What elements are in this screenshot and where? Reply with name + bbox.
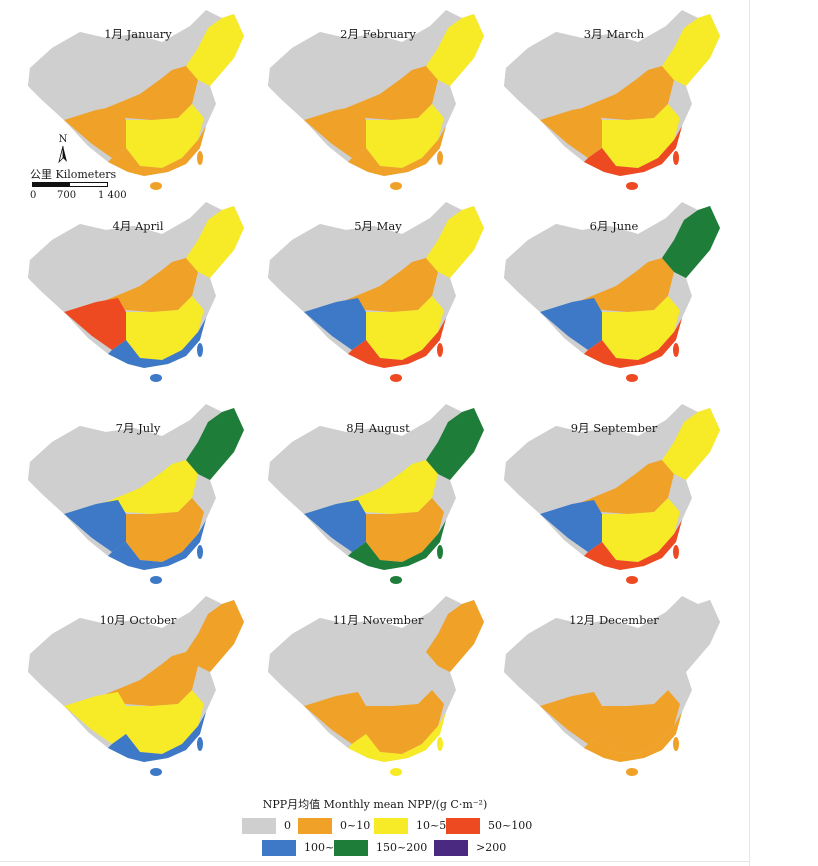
legend-swatch [374,818,408,834]
legend-label: >200 [476,841,507,854]
map-panel-6: 6月 June [498,200,730,386]
legend-label: 0~10 [340,819,371,832]
legend-label: 50~100 [488,819,533,832]
month-label: 3月 March [583,27,645,41]
map-panel-4: 4月 April [22,200,254,386]
month-label: 2月 February [340,27,416,41]
legend-label: 0 [284,819,291,832]
china-npp-map [504,202,720,382]
map-panel-10: 10月 October [22,594,254,780]
map-panel-2: 2月 February [262,8,494,194]
legend-swatch [242,818,276,834]
legend-label: 150~200 [376,841,428,854]
map-panel-8: 8月 August [262,402,494,588]
legend-label: 10~50 [416,819,454,832]
china-npp-map [28,404,244,584]
china-npp-map [268,10,484,190]
scale-tick-0: 0 [30,190,37,201]
month-label: 7月 July [115,421,161,435]
map-panel-11: 11月 November [262,594,494,780]
map-panel-5: 5月 May [262,200,494,386]
north-label: N [58,134,68,145]
map-panel-12: 12月 December [498,594,730,780]
china-npp-map [28,202,244,382]
china-npp-map [268,596,484,776]
month-label: 9月 September [570,421,658,435]
legend-swatch [262,840,296,856]
month-label: 12月 December [569,613,659,627]
map-panel-7: 7月 July [22,402,254,588]
scale-bar-title: 公里 Kilometers [30,168,117,181]
legend-swatch [334,840,368,856]
month-label: 6月 June [589,219,639,233]
right-border [749,0,750,866]
month-label: 4月 April [112,219,164,233]
china-npp-map [504,404,720,584]
scale-tick-700: 700 [57,190,77,201]
map-panel-3: 3月 March [498,8,730,194]
scale-tick-1400: 1 400 [98,190,127,201]
china-npp-map [504,10,720,190]
north-arrow-icon: N [56,134,70,166]
scale-bar: N 公里 Kilometers 0 700 1 400 [22,134,142,206]
china-npp-map [28,596,244,776]
scale-bar-graphic [32,182,108,187]
month-label: 1月 January [104,27,172,41]
china-npp-map [268,202,484,382]
month-label: 11月 November [332,613,424,627]
month-label: 5月 May [354,219,402,233]
bottom-border [0,861,749,862]
china-npp-map [504,596,720,776]
legend-swatch [446,818,480,834]
legend-swatch [298,818,332,834]
map-panel-9: 9月 September [498,402,730,588]
month-label: 8月 August [346,421,410,435]
month-label: 10月 October [99,613,177,627]
china-npp-map [268,404,484,584]
map-panel-1: 1月 January [22,8,254,194]
legend-swatch [434,840,468,856]
china-npp-map [28,10,244,190]
legend-title: NPP月均值 Monthly mean NPP/(g C·m⁻²) [262,798,488,811]
